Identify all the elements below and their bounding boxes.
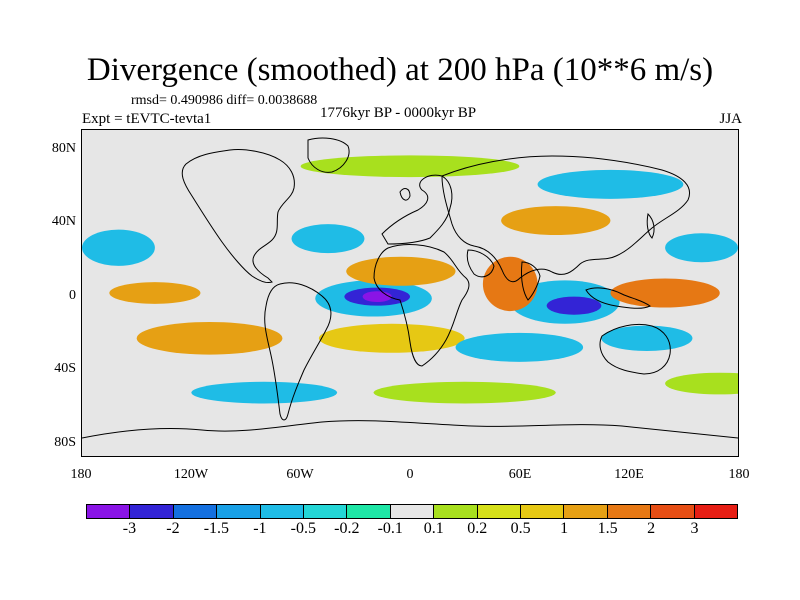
coastline-europe [381, 174, 453, 245]
coastline-indonesia [585, 287, 651, 309]
colorbar-cell-12 [607, 505, 652, 518]
region-arctic-green [300, 155, 520, 178]
lat-label-40s: 40S [54, 361, 76, 376]
region-southern-ocean-green [373, 381, 556, 404]
lat-label-80s: 80S [54, 435, 76, 450]
divergence-map [82, 137, 738, 439]
lon-label-180w: 180 [70, 467, 92, 482]
colorbar-label: 0.2 [467, 520, 488, 537]
lon-label-0: 0 [406, 467, 414, 482]
colorbar-label: -1 [253, 520, 267, 537]
colorbar-label: 1.5 [597, 520, 618, 537]
region-eastern-pacific-high [109, 282, 201, 304]
colorbar-cell-11 [564, 505, 608, 518]
colorbar-cell-9 [477, 505, 522, 518]
colorbar-label: 1 [560, 520, 569, 537]
region-pacific-west-high [610, 278, 720, 308]
region-west-pacific-low [665, 233, 738, 263]
statistics-text: rmsd= 0.490986 diff= 0.0038688 [131, 93, 318, 108]
coastline-australia [599, 323, 671, 375]
region-north-atlantic-low [291, 224, 365, 254]
colorbar-cell-5 [304, 505, 348, 518]
colorbar-cell-0 [87, 505, 131, 518]
lon-label-60e: 60E [508, 467, 532, 482]
period-text: 1776kyr BP - 0000kyr BP [320, 105, 477, 121]
region-south-pacific-green [665, 372, 738, 395]
experiment-text: Expt = tEVTC-tevta1 [82, 111, 212, 127]
colorbar-cell-4 [260, 505, 305, 518]
colorbar-cell-1 [130, 505, 174, 518]
region-south-indian-low [455, 332, 584, 362]
region-indian-ocean-core [546, 296, 602, 315]
region-south-pacific-high [136, 321, 283, 355]
colorbar-cell-8 [434, 505, 478, 518]
region-asia-orange [501, 206, 611, 236]
colorbar-label: 2 [647, 520, 656, 537]
colorbar-label: 0.5 [510, 520, 531, 537]
colorbar-label: -3 [122, 520, 137, 537]
region-arabian-high [482, 256, 538, 312]
region-north-pacific-low [82, 229, 155, 266]
colorbar-cell-7 [390, 505, 435, 518]
coastline-africa [373, 244, 470, 367]
region-se-pacific-cyan [191, 381, 338, 404]
colorbar-cell-14 [694, 505, 738, 518]
region-siberia-cyan [537, 169, 684, 199]
coastline-south-america [264, 282, 332, 421]
lon-label-60w: 60W [286, 467, 314, 482]
lon-label-120w: 120W [173, 467, 209, 482]
colorbar-label: -0.1 [377, 520, 403, 537]
colorbar-cell-2 [173, 505, 218, 518]
coastline-japan [646, 212, 655, 239]
coastline-asia [441, 155, 690, 283]
coastline-north-america [181, 149, 295, 283]
region-atlantic-core-min [362, 291, 392, 303]
lon-label-120e: 120E [614, 467, 644, 482]
colorbar-label: 3 [690, 520, 699, 537]
colorbar-cell-3 [217, 505, 261, 518]
coastline-greenland [307, 137, 350, 173]
map-title: Divergence (smoothed) at 200 hPa (10**6 … [86, 52, 714, 88]
colorbar-label: -2 [166, 520, 180, 537]
map-plot-area [81, 129, 739, 457]
coastline-arabia [466, 249, 495, 278]
colorbar-label: -1.5 [203, 520, 230, 537]
lat-label-40n: 40N [51, 214, 76, 229]
coastline-india [521, 261, 541, 301]
colorbar-cell-13 [651, 505, 695, 518]
colorbar-label: -0.2 [334, 520, 360, 537]
coastlines [82, 137, 738, 439]
lat-label-equator: 0 [69, 288, 76, 303]
region-africa-north-high [346, 256, 456, 286]
color-legend-bar [86, 504, 738, 519]
lon-label-180e: 180 [728, 467, 750, 482]
colorbar-label: 0.1 [423, 520, 444, 537]
season-text: JJA [719, 111, 742, 127]
coastline-antarctica [82, 420, 738, 439]
lat-label-80n: 80N [51, 141, 76, 156]
region-south-atlantic-high [318, 323, 465, 353]
colorbar-label: -0.5 [290, 520, 316, 537]
colorbar-cell-6 [347, 505, 391, 518]
colorbar-cell-10 [521, 505, 565, 518]
coastline-uk [399, 188, 411, 201]
divergence-field [82, 155, 738, 404]
